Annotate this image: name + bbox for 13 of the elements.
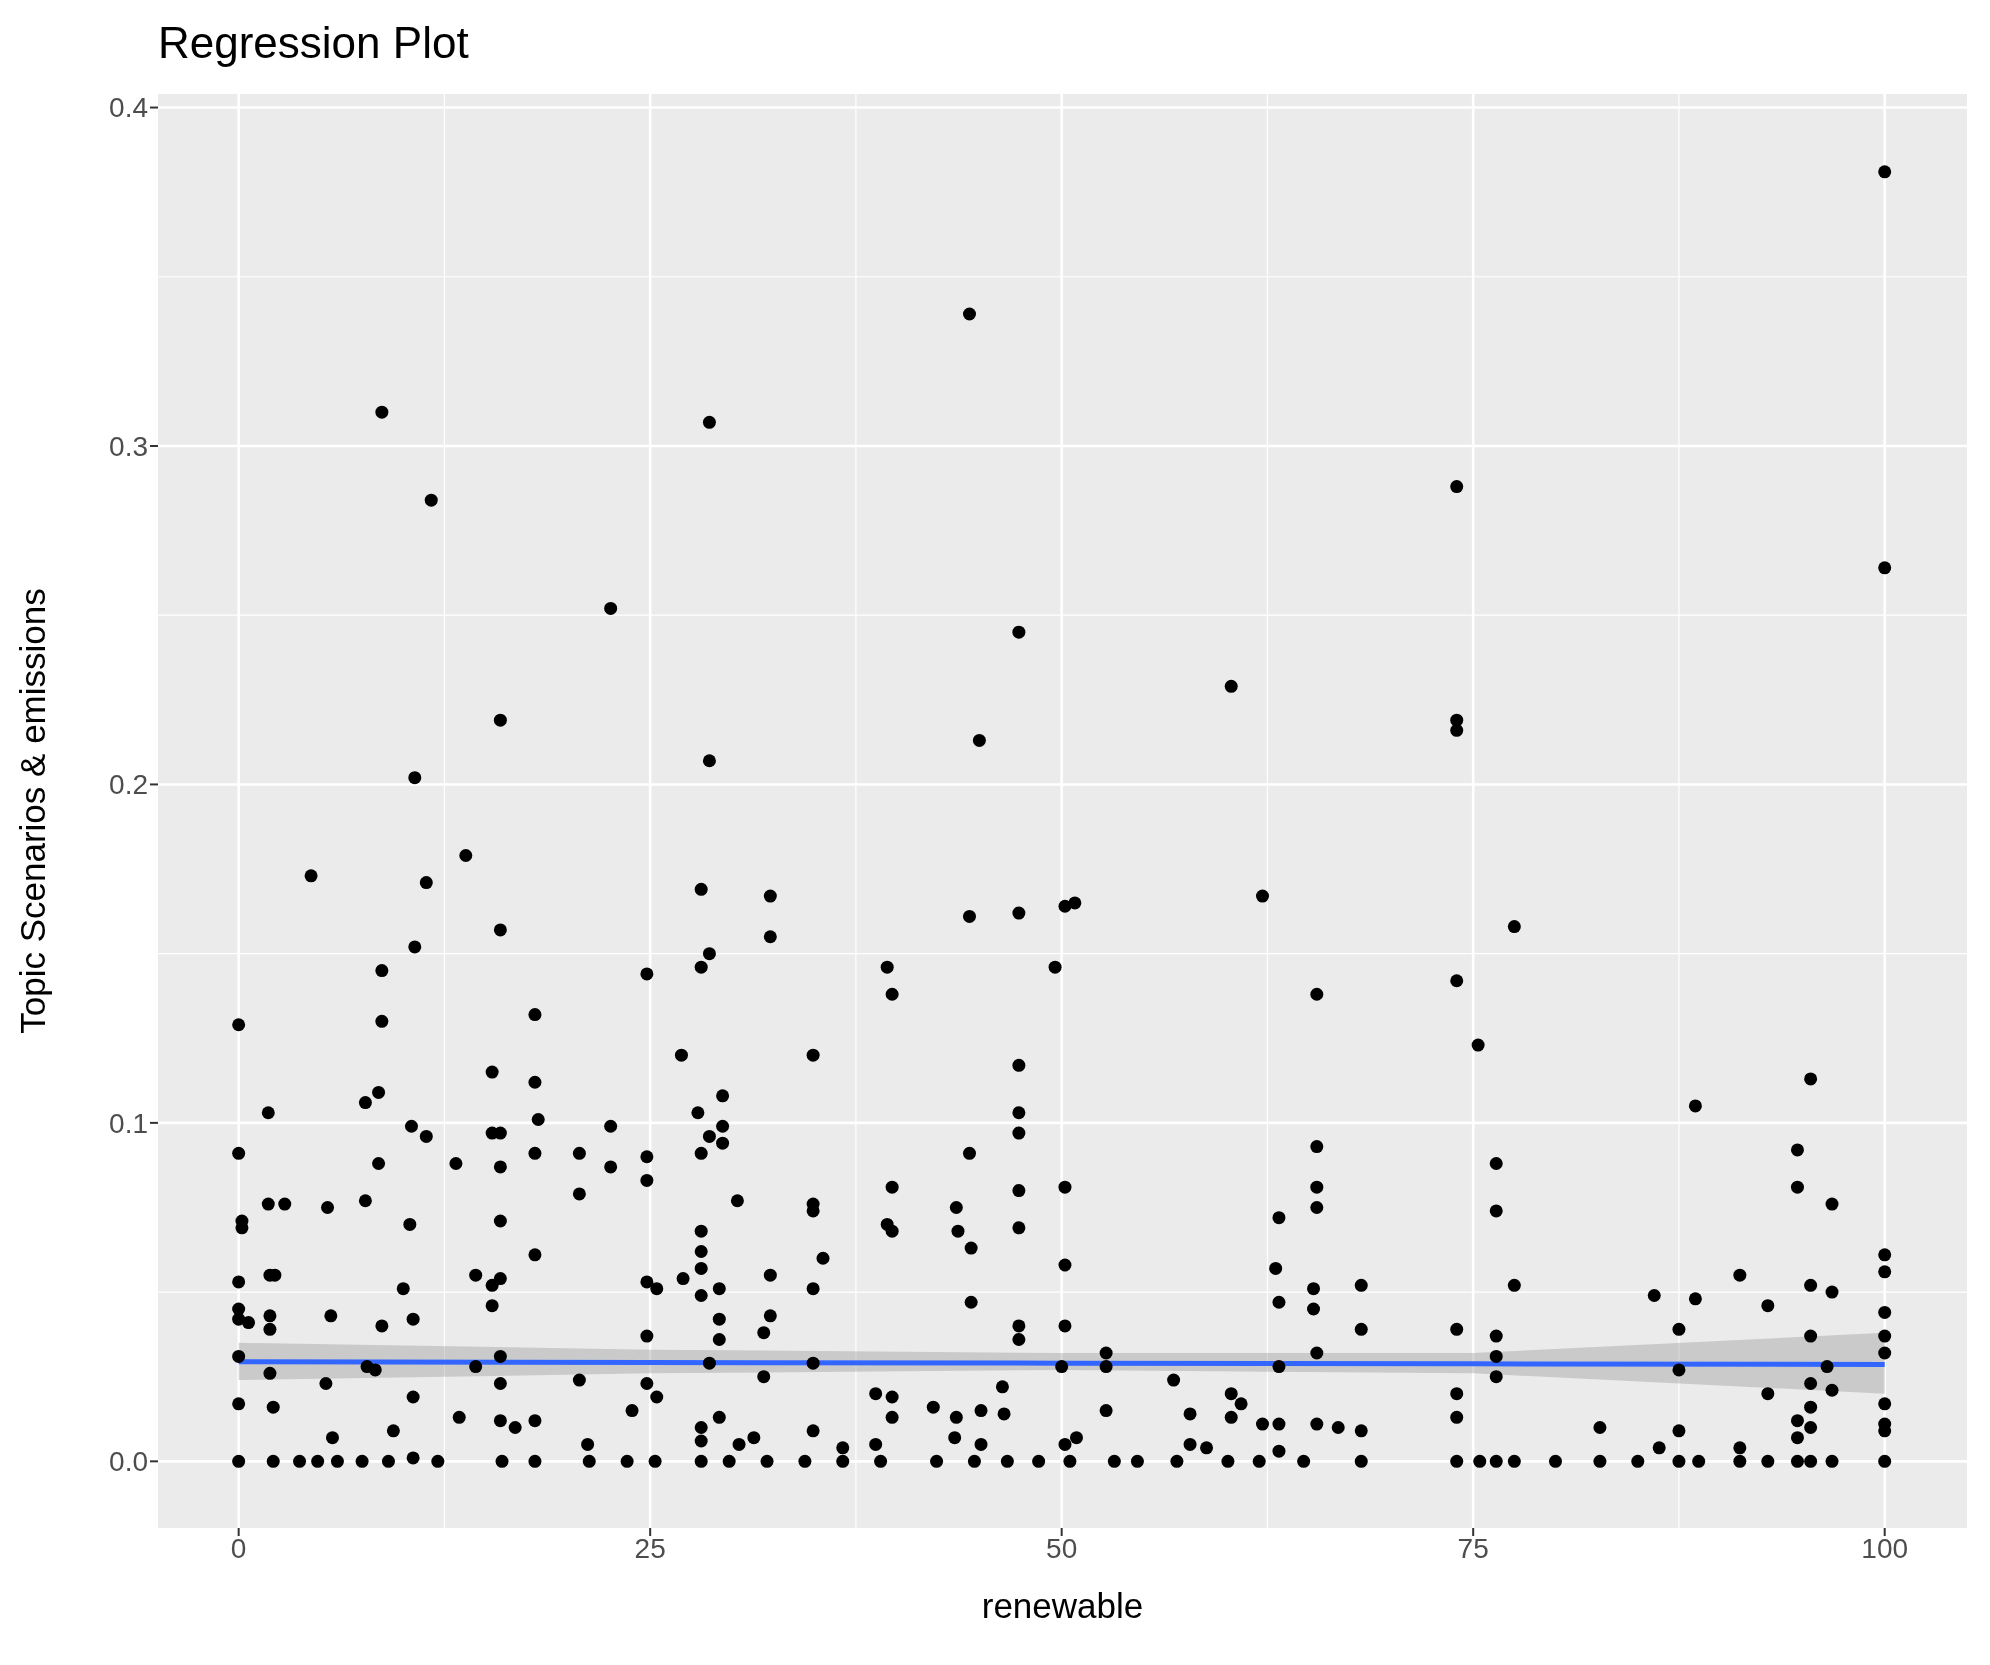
y-tick-label: 0.2: [109, 769, 148, 801]
y-axis-title: Topic Scenarios & emissions: [13, 588, 53, 1034]
x-tick-label: 75: [1457, 1532, 1489, 1564]
x-tick-label: 100: [1861, 1532, 1909, 1564]
y-tick-label: 0.3: [109, 430, 148, 462]
y-tick-label: 0.0: [109, 1446, 148, 1478]
x-tick-label: 50: [1046, 1532, 1078, 1564]
x-tick-label: 25: [634, 1532, 666, 1564]
x-tick-label: 0: [230, 1532, 247, 1564]
y-tick-label: 0.1: [109, 1107, 148, 1139]
y-tick-label: 0.4: [109, 92, 148, 124]
x-axis-title: renewable: [981, 1586, 1144, 1625]
chart-title: Regression Plot: [157, 17, 470, 69]
